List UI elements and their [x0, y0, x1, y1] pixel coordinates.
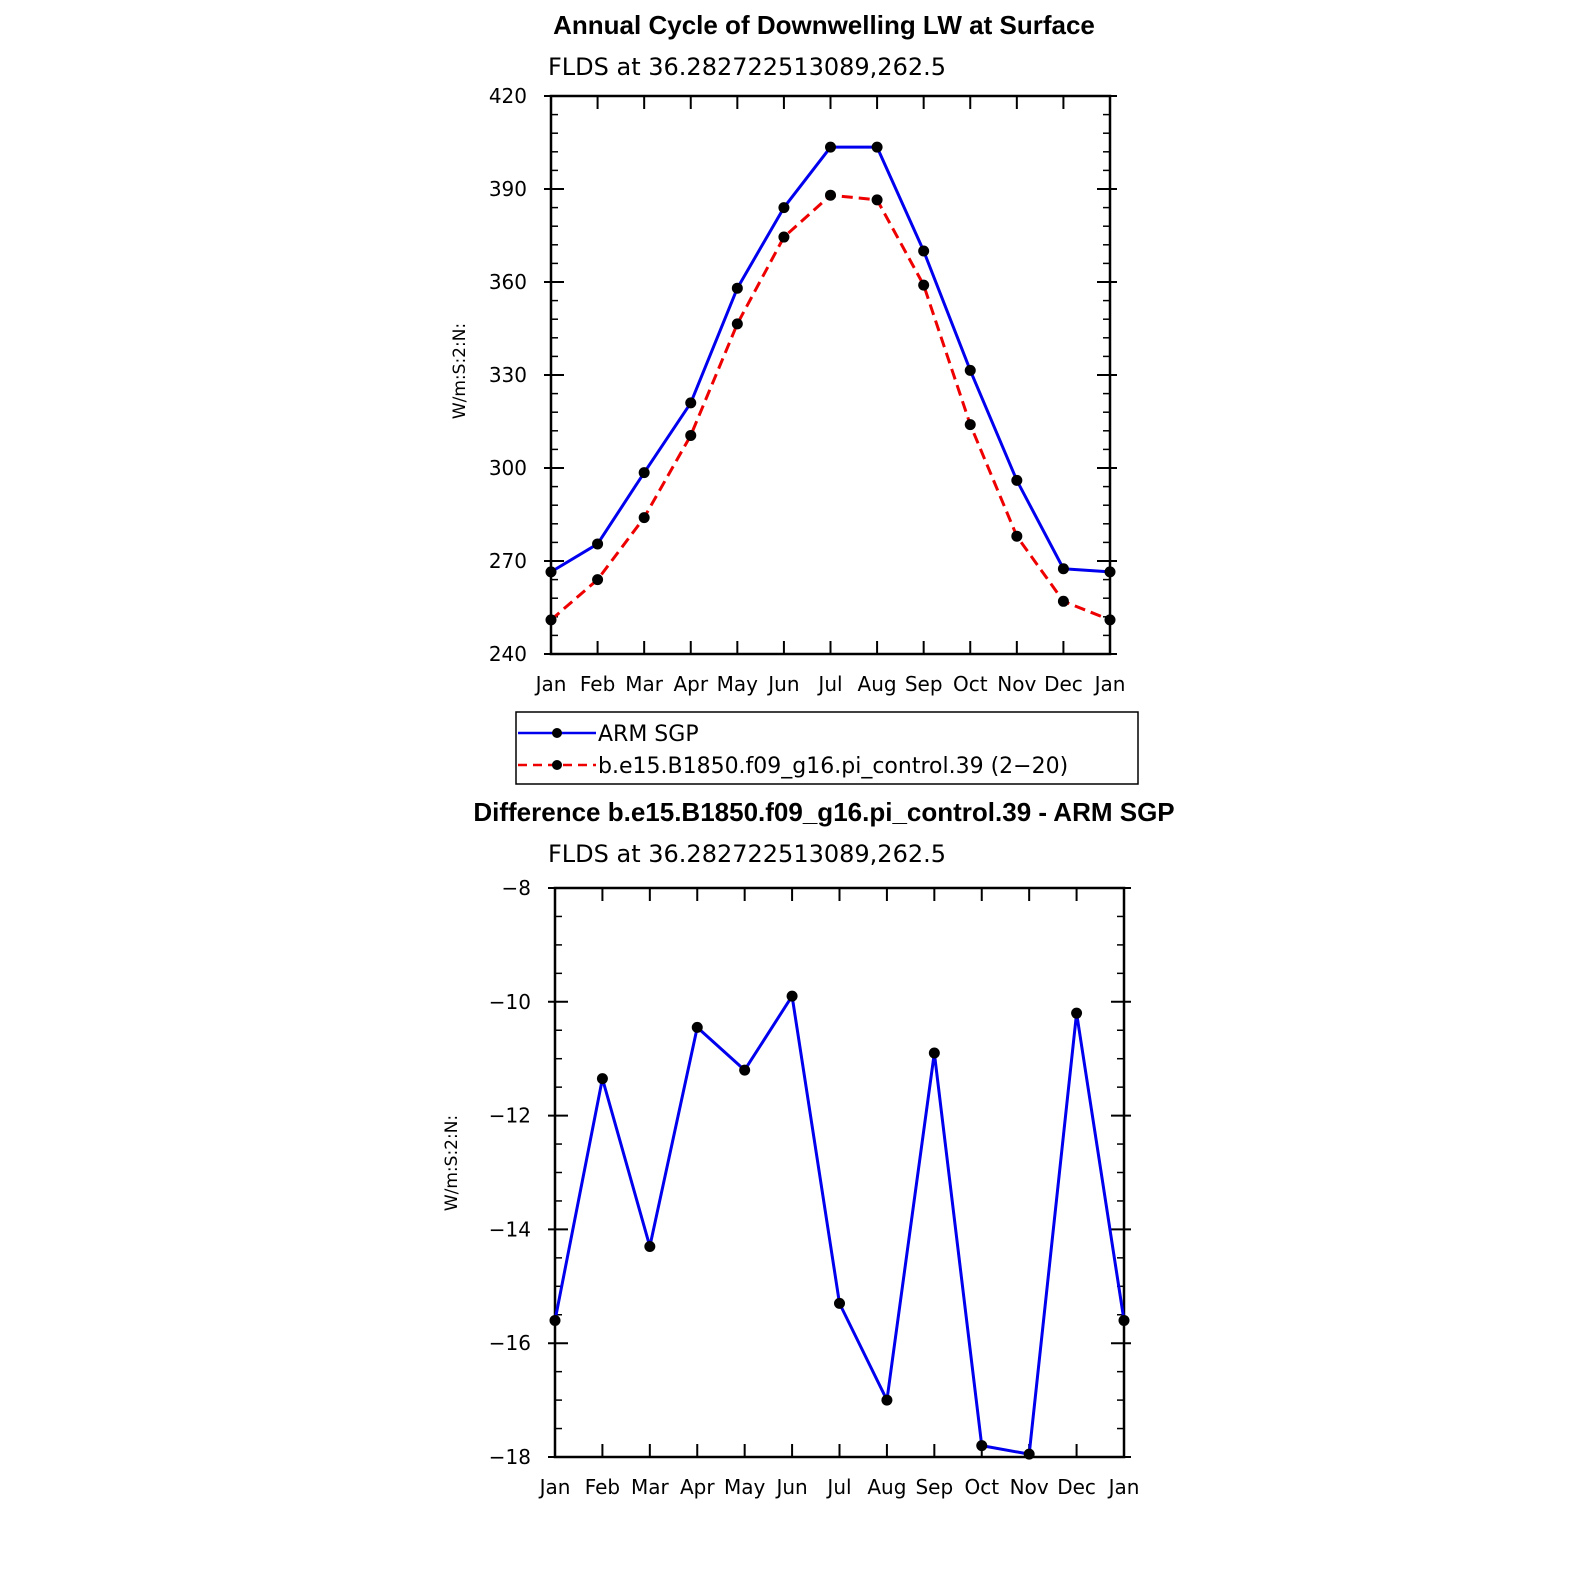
data-point — [976, 1440, 988, 1452]
legend-marker-model — [552, 760, 562, 770]
x-tick-label: Mar — [625, 672, 664, 696]
plot-frame — [549, 94, 1112, 656]
x-tick-label: Jul — [825, 1475, 851, 1499]
x-tick-label: Mar — [631, 1475, 670, 1499]
data-point — [825, 141, 836, 153]
x-tick-label: Aug — [867, 1475, 906, 1499]
legend-box — [515, 711, 1139, 785]
series-line-0 — [553, 994, 1126, 1456]
x-tick-label: Jan — [538, 1475, 571, 1499]
x-tick-label: Apr — [673, 672, 708, 696]
data-point — [638, 467, 650, 479]
data-point — [685, 397, 697, 409]
data-point — [1011, 474, 1023, 486]
x-tick-label: Jul — [816, 672, 842, 696]
y-tick-label: 300 — [489, 456, 527, 480]
bottom-chart-title: Difference b.e15.B1850.f09_g16.pi_contro… — [473, 797, 1174, 827]
y-tick-label: 270 — [489, 549, 527, 573]
data-point — [739, 1064, 751, 1076]
data-point — [825, 189, 836, 201]
data-point — [786, 990, 798, 1002]
y-tick-label: −8 — [502, 876, 531, 900]
data-point — [545, 566, 557, 578]
data-point — [1071, 1007, 1083, 1019]
legend-label-arm-sgp: ARM SGP — [598, 722, 699, 747]
data-point — [1057, 563, 1069, 575]
y-tick-label: −18 — [489, 1445, 531, 1469]
data-point — [918, 245, 930, 257]
y-tick-label: 390 — [489, 177, 527, 201]
data-point — [1057, 595, 1069, 607]
bottom-chart-plot: Jan Feb Mar Apr May Jun Jul Aug Sep Oct Nov Dec Jan−… — [489, 876, 1140, 1499]
data-point — [1118, 1314, 1130, 1326]
x-tick-label: Sep — [905, 672, 943, 696]
y-tick-label: −16 — [489, 1331, 531, 1355]
series-line-1 — [550, 193, 1111, 622]
x-tick-label: Jan — [534, 672, 567, 696]
data-point — [871, 194, 883, 206]
data-point — [549, 1314, 561, 1326]
x-tick-label: Nov — [1010, 1475, 1049, 1499]
y-tick-label: 420 — [489, 84, 527, 108]
data-point — [691, 1021, 703, 1033]
data-point — [638, 512, 650, 524]
data-point — [596, 1073, 608, 1085]
data-point — [881, 1394, 893, 1406]
x-tick-label: Jan — [1093, 672, 1126, 696]
data-point — [834, 1297, 845, 1309]
data-point — [731, 282, 743, 294]
data-point — [1011, 530, 1023, 542]
data-point — [918, 279, 930, 291]
legend-marker-arm-sgp — [552, 728, 562, 738]
data-point — [928, 1047, 940, 1059]
top-chart-plot: Jan Feb Mar Apr May Jun Jul Aug Sep Oct Nov Dec Jan 2… — [489, 84, 1126, 696]
data-point — [1104, 614, 1116, 626]
x-tick-label: Aug — [858, 672, 897, 696]
legend-label-model: b.e15.B1850.f09_g16.pi_control.39 (2−20) — [598, 754, 1068, 779]
bottom-chart-ylabel: W/m:S:2:N: — [442, 1115, 462, 1211]
x-tick-label: Jan — [1107, 1475, 1140, 1499]
x-tick-label: Jun — [774, 1475, 807, 1499]
x-tick-label: May — [724, 1475, 766, 1499]
data-point — [871, 141, 883, 153]
data-point — [778, 202, 790, 214]
bottom-chart-subtitle: FLDS at 36.282722513089,262.5 — [548, 840, 946, 868]
top-chart-title: Annual Cycle of Downwelling LW at Surfac… — [553, 10, 1095, 40]
x-tick-label: Dec — [1057, 1475, 1096, 1499]
data-point — [1023, 1448, 1035, 1460]
data-point — [592, 574, 604, 586]
y-tick-label: 360 — [489, 270, 527, 294]
y-tick-label: −10 — [489, 990, 531, 1014]
x-tick-label: Dec — [1044, 672, 1083, 696]
data-point — [964, 364, 976, 376]
data-point — [644, 1240, 656, 1252]
top-chart-subtitle: FLDS at 36.282722513089,262.5 — [548, 53, 946, 81]
data-point — [1104, 566, 1116, 578]
x-tick-label: Nov — [997, 672, 1036, 696]
x-tick-label: Feb — [585, 1475, 620, 1499]
x-tick-label: May — [717, 672, 759, 696]
x-tick-label: Oct — [964, 1475, 999, 1499]
legend: ARM SGP b.e15.B1850.f09_g16.pi_control.3… — [515, 711, 1139, 785]
x-tick-label: Oct — [953, 672, 988, 696]
data-point — [778, 231, 790, 243]
y-tick-label: 240 — [489, 642, 527, 666]
top-chart-ylabel: W/m:S:2:N: — [450, 323, 470, 419]
x-tick-label: Apr — [680, 1475, 715, 1499]
data-point — [685, 429, 697, 441]
data-point — [592, 538, 604, 550]
y-tick-label: −14 — [489, 1217, 531, 1241]
data-point — [545, 614, 557, 626]
data-point — [731, 318, 743, 330]
data-point — [964, 419, 976, 431]
x-tick-label: Jun — [766, 672, 799, 696]
series-line-0 — [550, 145, 1111, 574]
x-tick-label: Sep — [915, 1475, 953, 1499]
y-tick-label: −12 — [489, 1104, 531, 1128]
y-tick-label: 330 — [489, 363, 527, 387]
x-tick-label: Feb — [580, 672, 615, 696]
